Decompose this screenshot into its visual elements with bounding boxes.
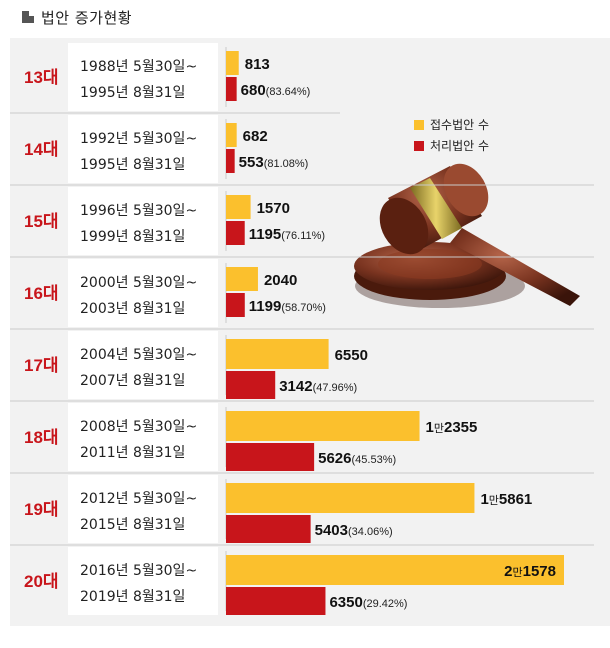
bill-chart: 13대 1988년 5월30일~ 1995년 8월31일 813 680(83.64%)… xyxy=(10,43,594,615)
period-cell xyxy=(68,259,218,327)
bar-processed xyxy=(226,77,237,101)
era-label: 18대 xyxy=(24,428,59,447)
value-label-processed: 1195(76.11%) xyxy=(249,226,325,243)
period-cell xyxy=(68,547,218,615)
value-label-processed: 680(83.64%) xyxy=(241,82,311,99)
page-title: 법안 증가현황 xyxy=(41,8,133,27)
bar-received xyxy=(226,123,237,147)
period-end-label: 2003년 8월31일 xyxy=(80,301,185,317)
period-start-label: 2016년 5월30일~ xyxy=(80,563,197,579)
percent-label: (45.53%) xyxy=(352,454,397,466)
period-end-label: 2011년 8월31일 xyxy=(80,445,185,461)
era-label: 13대 xyxy=(24,68,59,87)
bar-received xyxy=(226,555,564,585)
legend-item-received: 접수법안 수 xyxy=(414,114,489,135)
value-label-processed: 6350(29.42%) xyxy=(329,594,407,611)
era-label: 15대 xyxy=(24,212,59,231)
value-label-received: 1만5861 xyxy=(480,491,532,508)
period-end-label: 1995년 8월31일 xyxy=(80,157,185,173)
period-start-label: 2012년 5월30일~ xyxy=(80,491,197,507)
period-end-label: 2015년 8월31일 xyxy=(80,517,185,533)
value-label-received: 682 xyxy=(243,128,268,145)
bar-received xyxy=(226,483,475,513)
bar-processed xyxy=(226,587,326,615)
percent-label: (58.70%) xyxy=(281,302,326,314)
percent-label: (47.96%) xyxy=(313,382,358,394)
period-cell xyxy=(68,43,218,111)
percent-label: (34.06%) xyxy=(348,526,393,538)
chart-row: 17대 2004년 5월30일~ 2007년 8월31일 6550 3142(47.96… xyxy=(10,331,594,402)
legend-swatch xyxy=(414,119,424,130)
value-label-processed: 3142(47.96%) xyxy=(279,378,357,395)
bar-received xyxy=(226,195,251,219)
era-label: 19대 xyxy=(24,500,59,519)
chart-row: 18대 2008년 5월30일~ 2011년 8월31일 1만2355 5626(45.… xyxy=(10,403,594,474)
value-label-received: 813 xyxy=(245,56,270,73)
chart-row: 15대 1996년 5월30일~ 1999년 8월31일 1570 1195(76.11… xyxy=(10,187,594,258)
period-start-label: 2004년 5월30일~ xyxy=(80,347,197,363)
era-label: 17대 xyxy=(24,356,59,375)
period-start-label: 1996년 5월30일~ xyxy=(80,203,197,219)
period-start-label: 1992년 5월30일~ xyxy=(80,131,197,147)
legend-label: 접수법안 수 xyxy=(430,118,490,132)
period-cell xyxy=(68,403,218,471)
period-start-label: 1988년 5월30일~ xyxy=(80,59,197,75)
gavel-illustration xyxy=(354,163,580,308)
value-label-processed: 5626(45.53%) xyxy=(318,450,396,467)
value-label-received: 6550 xyxy=(335,347,368,364)
bar-processed xyxy=(226,293,245,317)
bar-processed xyxy=(226,221,245,245)
title-bar: 법안 증가현황 xyxy=(22,6,132,28)
period-end-label: 2007년 8월31일 xyxy=(80,373,185,389)
gavel-head-end xyxy=(379,197,429,255)
legend-label: 처리법안 수 xyxy=(430,139,490,153)
legend-item-processed: 처리법안 수 xyxy=(414,135,489,156)
gavel-head-band xyxy=(410,178,462,239)
value-label-processed: 553(81.08%) xyxy=(239,154,309,171)
era-label: 16대 xyxy=(24,284,59,303)
bar-processed xyxy=(226,149,235,173)
period-start-label: 2008년 5월30일~ xyxy=(80,419,197,435)
value-label-processed: 5403(34.06%) xyxy=(315,522,393,539)
bar-received xyxy=(226,411,420,441)
percent-label: (76.11%) xyxy=(281,230,325,242)
era-label: 14대 xyxy=(24,140,59,159)
period-cell xyxy=(68,475,218,543)
period-cell xyxy=(68,187,218,255)
period-end-label: 1995년 8월31일 xyxy=(80,85,185,101)
period-start-label: 2000년 5월30일~ xyxy=(80,275,197,291)
value-label-processed: 1199(58.70%) xyxy=(249,298,326,315)
period-end-label: 1999년 8월31일 xyxy=(80,229,185,245)
value-label-received: 2만1578 xyxy=(504,563,556,580)
value-label-received: 1570 xyxy=(257,200,290,217)
bar-received xyxy=(226,339,329,369)
chart-row: 16대 2000년 5월30일~ 2003년 8월31일 2040 1199(58.70… xyxy=(10,259,594,330)
gavel-head-end xyxy=(443,163,489,217)
chart-row: 19대 2012년 5월30일~ 2015년 8월31일 1만5861 5403(34.… xyxy=(10,475,594,546)
bar-processed xyxy=(226,371,276,399)
legend-swatch xyxy=(414,140,424,151)
percent-label: (29.42%) xyxy=(363,598,408,610)
era-label: 20대 xyxy=(24,572,59,591)
chart-row: 14대 1992년 5월30일~ 1995년 8월31일 682 553(81.08%) xyxy=(10,115,594,186)
chart-row: 13대 1988년 5월30일~ 1995년 8월31일 813 680(83.64%) xyxy=(10,43,340,114)
percent-label: (83.64%) xyxy=(266,86,311,98)
value-label-received: 1만2355 xyxy=(426,419,478,436)
bar-received xyxy=(226,267,258,291)
percent-label: (81.08%) xyxy=(264,158,309,170)
legend: 접수법안 수 처리법안 수 xyxy=(414,114,489,156)
period-cell xyxy=(68,331,218,399)
chart-panel: 13대 1988년 5월30일~ 1995년 8월31일 813 680(83.64%)… xyxy=(10,38,610,626)
bar-processed xyxy=(226,443,315,471)
period-cell xyxy=(68,115,218,183)
chart-row: 20대 2016년 5월30일~ 2019년 8월31일 2만1578 6350(29.… xyxy=(24,547,564,615)
value-label-received: 2040 xyxy=(264,272,297,289)
period-end-label: 2019년 8월31일 xyxy=(80,589,185,605)
bar-received xyxy=(226,51,239,75)
bar-processed xyxy=(226,515,311,543)
gavel-handle xyxy=(450,228,580,306)
gavel-base-ring xyxy=(378,249,482,279)
document-icon xyxy=(22,11,34,23)
